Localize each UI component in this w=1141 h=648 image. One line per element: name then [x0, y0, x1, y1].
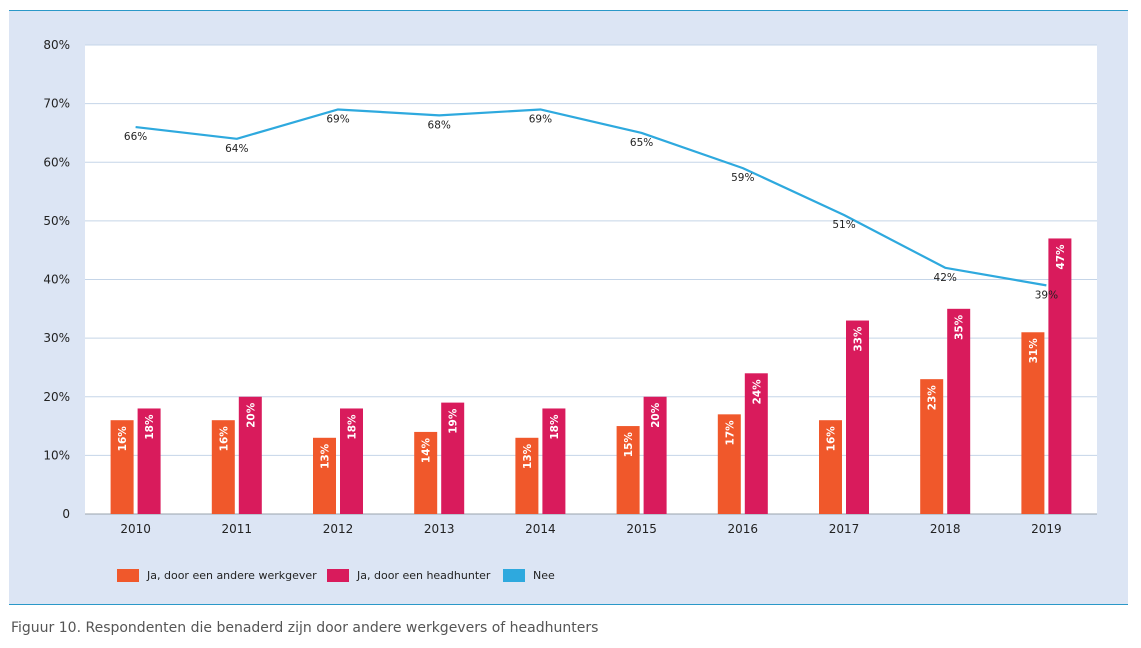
x-tick-label: 2018	[930, 522, 961, 536]
bar-value-label: 16%	[218, 426, 230, 452]
bar-value-label: 19%	[448, 408, 460, 434]
bar	[313, 437, 336, 514]
bar	[414, 431, 438, 514]
bar-value-label: 33%	[853, 326, 865, 352]
line-value-label: 59%	[731, 172, 754, 184]
bar	[744, 373, 768, 514]
bar-value-label: 20%	[650, 402, 662, 428]
bar-value-label: 15%	[623, 432, 635, 458]
legend-label-headhunter: Ja, door een headhunter	[357, 568, 491, 582]
bar	[137, 408, 161, 514]
y-tick-label: 30%	[43, 331, 70, 345]
nee-line: 66% 64% 69% 68% 69% 65% 59% 51% 42% 39%	[124, 108, 1058, 301]
bar-value-label: 18%	[347, 414, 359, 440]
bar	[441, 402, 465, 514]
bars: 16% 16% 13% 14% 13% 15% 17% 16% 23% 31% 18% 20% 18% 1…	[110, 238, 1072, 514]
legend-item-werkgever: Ja, door een andere werkgever	[117, 568, 327, 582]
x-tick-label: 2019	[1031, 522, 1062, 536]
bar-value-label: 13%	[320, 443, 332, 469]
line-value-label: 69%	[529, 113, 552, 125]
legend-label-werkgever: Ja, door een andere werkgever	[147, 568, 317, 582]
y-tick-label: 40%	[43, 273, 70, 287]
bar	[616, 426, 640, 514]
bar-value-label: 13%	[522, 443, 534, 469]
line-value-label: 39%	[1035, 289, 1058, 301]
legend-swatch-nee	[503, 568, 525, 582]
y-tick-label: 10%	[43, 448, 70, 462]
bar	[211, 420, 235, 514]
line-value-label: 66%	[124, 131, 147, 143]
x-tick-label: 2017	[829, 522, 860, 536]
line-value-label: 51%	[832, 219, 855, 231]
line-value-label: 69%	[326, 113, 349, 125]
bar	[920, 379, 944, 514]
y-tick-label: 70%	[43, 97, 70, 111]
bar	[340, 408, 363, 514]
line-value-label: 64%	[225, 143, 248, 155]
y-tick-label: 80%	[43, 38, 70, 52]
y-tick-label: 0	[62, 507, 70, 521]
x-tick-label: 2012	[323, 522, 354, 536]
legend-swatch-headhunter	[327, 568, 349, 582]
bar-value-label: 14%	[421, 437, 433, 463]
bar	[819, 420, 842, 514]
legend-item-nee: Nee	[503, 568, 555, 582]
legend: Ja, door een andere werkgever Ja, door e…	[117, 567, 555, 583]
bar-value-label: 23%	[927, 385, 939, 411]
bar-value-label: 20%	[245, 402, 257, 428]
bar	[717, 414, 741, 514]
y-axis: 0 10% 20% 30% 40% 50% 60% 70% 80%	[43, 38, 70, 521]
bar-value-label: 24%	[751, 379, 763, 405]
x-tick-label: 2011	[222, 522, 253, 536]
bar	[1048, 238, 1072, 514]
figure-caption: Figuur 10. Respondenten die benaderd zij…	[11, 620, 599, 636]
y-tick-label: 20%	[43, 390, 70, 404]
bar	[238, 396, 262, 514]
bar-value-label: 47%	[1055, 244, 1067, 270]
y-tick-label: 60%	[43, 155, 70, 169]
bar	[542, 408, 566, 514]
bar	[110, 420, 134, 514]
bar-value-label: 17%	[724, 420, 736, 446]
x-tick-label: 2010	[120, 522, 151, 536]
x-tick-label: 2015	[626, 522, 657, 536]
bar-value-label: 16%	[117, 426, 129, 452]
bar-value-label: 16%	[826, 426, 838, 452]
legend-item-headhunter: Ja, door een headhunter	[327, 568, 503, 582]
line-value-label: 42%	[934, 272, 957, 284]
bar-value-label: 31%	[1028, 338, 1040, 364]
legend-swatch-werkgever	[117, 568, 139, 582]
bar-value-label: 18%	[549, 414, 561, 440]
bar	[1021, 332, 1045, 514]
bar	[846, 320, 869, 514]
bar-value-label: 35%	[954, 314, 966, 340]
bar	[643, 396, 667, 514]
nee-line-path	[135, 108, 1047, 287]
legend-label-nee: Nee	[533, 568, 555, 582]
x-tick-label: 2016	[728, 522, 759, 536]
bar	[515, 437, 539, 514]
x-axis: 2010 2011 2012 2013 2014 2015 2016 2017 2018 2019	[120, 522, 1061, 536]
bar	[947, 308, 971, 514]
line-value-label: 65%	[630, 137, 653, 149]
x-tick-label: 2014	[525, 522, 556, 536]
bar-value-label: 18%	[144, 414, 156, 440]
x-tick-label: 2013	[424, 522, 455, 536]
y-tick-label: 50%	[43, 214, 70, 228]
line-value-label: 68%	[428, 119, 451, 131]
